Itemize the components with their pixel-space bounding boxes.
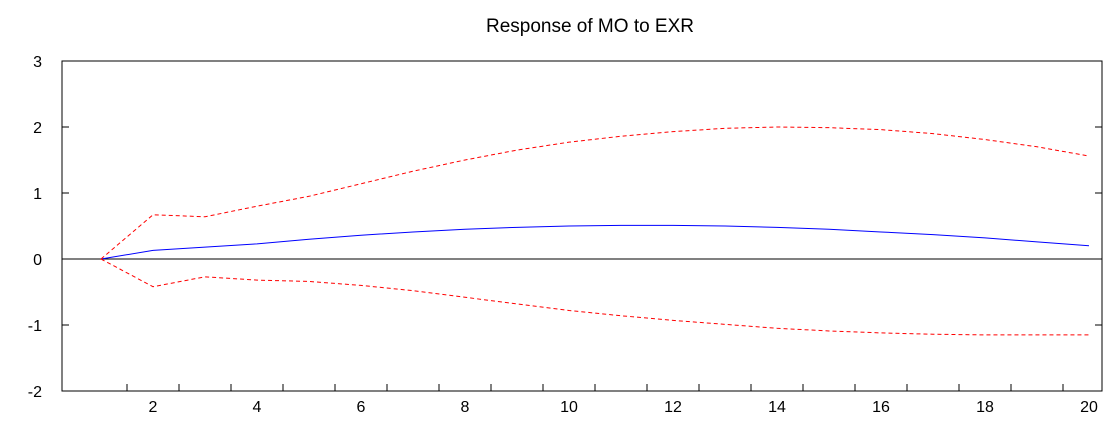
x-tick-label: 8 bbox=[461, 399, 470, 416]
y-axis: -2 -1 0 1 2 3 bbox=[28, 54, 1102, 401]
chart-title: Response of MO to EXR bbox=[486, 16, 694, 37]
x-tick-label: 4 bbox=[253, 399, 262, 416]
x-tick-label: 6 bbox=[357, 399, 366, 416]
x-tick-label: 2 bbox=[149, 399, 158, 416]
series-line-upper-band bbox=[100, 126, 1090, 260]
y-tick-label: 1 bbox=[33, 186, 42, 203]
y-tick-label: 0 bbox=[33, 252, 42, 269]
x-axis: 2 4 6 8 10 12 14 16 18 20 bbox=[126, 384, 1098, 416]
series-layer bbox=[100, 126, 1090, 336]
plot-frame bbox=[61, 60, 1103, 392]
y-tick-label: -2 bbox=[28, 384, 42, 401]
series-line-lower-band bbox=[100, 258, 1089, 336]
series-line-response bbox=[100, 224, 1090, 260]
y-tick-label: 3 bbox=[33, 54, 42, 71]
x-tick-label: 20 bbox=[1080, 399, 1098, 416]
y-tick-label: 2 bbox=[33, 120, 42, 137]
x-tick-label: 12 bbox=[664, 399, 682, 416]
x-tick-label: 18 bbox=[976, 399, 994, 416]
x-tick-label: 14 bbox=[768, 399, 786, 416]
x-tick-label: 16 bbox=[872, 399, 890, 416]
y-tick-label: -1 bbox=[28, 318, 42, 335]
x-tick-label: 10 bbox=[560, 399, 578, 416]
